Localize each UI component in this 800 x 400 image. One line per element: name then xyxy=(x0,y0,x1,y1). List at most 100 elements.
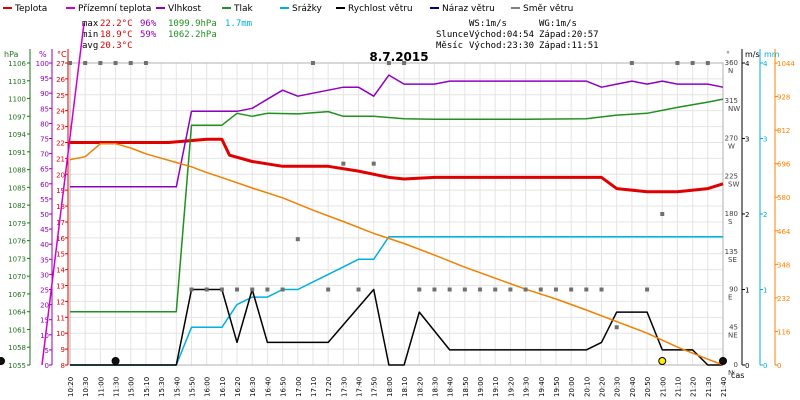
legend-label: Vlhkost xyxy=(168,4,201,14)
wind-direction-point xyxy=(584,287,589,292)
x-tick-label: 21:30 xyxy=(705,377,713,397)
axis-title-deg: ° xyxy=(726,50,730,59)
moon-rise: Východ:23:30 xyxy=(469,41,534,51)
axis-solar-label: 464 xyxy=(777,228,791,236)
axis-humidity-label: 40 xyxy=(40,241,49,249)
x-tick-label: 17:00 xyxy=(295,377,303,397)
axis-solar-label: 580 xyxy=(777,194,790,202)
wind-direction-point xyxy=(250,287,255,292)
axis-winddir-compass: N xyxy=(728,67,733,75)
legend-label: Rychlost větru xyxy=(348,4,413,14)
marker-point xyxy=(111,357,120,365)
axes: 1055105810611064106710701073107610791082… xyxy=(8,49,795,397)
axis-pressure-label: 1100 xyxy=(8,96,26,104)
x-tick-label: 21:20 xyxy=(690,377,698,397)
stat-min-label: min xyxy=(82,30,98,40)
axis-humidity-label: 20 xyxy=(40,302,49,310)
wind-direction-point xyxy=(538,287,543,292)
axis-winddir-compass: NE xyxy=(728,331,738,339)
axis-humidity-label: 75 xyxy=(40,136,49,144)
axis-humidity-label: 55 xyxy=(40,196,49,204)
axis-temperature-label: 11 xyxy=(56,314,65,322)
axis-winddir-value: 225 xyxy=(725,172,738,180)
wind-direction-point xyxy=(705,61,710,65)
axis-humidity-label: 15 xyxy=(40,317,49,325)
x-tick-label: 16:40 xyxy=(264,377,272,397)
wind-direction-point xyxy=(599,287,604,292)
wind-gust-info: WG:1m/s xyxy=(539,19,577,29)
grid xyxy=(69,62,724,366)
axis-humidity-label: 85 xyxy=(40,105,49,113)
wind-direction-point xyxy=(645,287,650,292)
x-tick-label: 19:30 xyxy=(523,377,531,397)
axis-title-mm: mm xyxy=(764,50,780,59)
x-tick-label: 20:40 xyxy=(629,377,637,397)
stat-avg-temp: 20.3°C xyxy=(100,41,133,51)
stats-block: max 22.2°C 96% 1099.9hPa 1.7mm min 18.9°… xyxy=(82,19,599,51)
legend-label: Přízemní teplota xyxy=(78,4,151,14)
axis-temperature-label: 16 xyxy=(56,235,65,243)
axis-humidity-label: 10 xyxy=(40,332,49,340)
x-tick-label: 16:20 xyxy=(234,377,242,397)
axis-winddir-value: 180 xyxy=(725,210,738,218)
axis-pressure-label: 1079 xyxy=(8,220,26,228)
x-tick-label: 18:10 xyxy=(401,377,409,397)
axis-rain-label: 0 xyxy=(763,362,767,370)
axis-solar-label: 232 xyxy=(777,295,790,303)
axis-title-ms: m/s xyxy=(745,50,760,59)
x-tick-label: 15:30 xyxy=(158,377,166,397)
sun-set: Západ:20:57 xyxy=(539,30,599,40)
axis-winddir-compass: NW xyxy=(728,105,740,113)
moon-label: Měsíc xyxy=(436,41,463,51)
axis-humidity-label: 30 xyxy=(40,271,49,279)
wind-direction-point xyxy=(508,287,513,292)
x-tick-label: 11:00 xyxy=(97,377,105,397)
axis-temperature-label: 8 xyxy=(61,362,65,370)
axis-temperature-label: 19 xyxy=(56,187,65,195)
wind-direction-point xyxy=(68,61,72,65)
axis-pressure-label: 1106 xyxy=(8,60,26,68)
axis-solar-label: 812 xyxy=(777,127,790,135)
axis-wind-label: 2 xyxy=(745,211,749,219)
series-line-vlhkost xyxy=(70,74,724,188)
wind-direction-point xyxy=(417,287,422,292)
wind-direction-point xyxy=(128,61,133,65)
wind-direction-point xyxy=(265,287,270,292)
axis-temperature-label: 12 xyxy=(56,298,65,306)
axis-humidity-label: 90 xyxy=(40,90,49,98)
axis-winddir-value: 270 xyxy=(725,135,738,143)
axis-temperature-label: 20 xyxy=(56,171,65,179)
x-tick-label: 20:10 xyxy=(583,377,591,397)
x-tick-label: 18:40 xyxy=(447,377,455,397)
axis-humidity-label: 5 xyxy=(45,347,49,355)
axis-winddir-compass: E xyxy=(728,294,732,302)
wind-direction-point xyxy=(432,287,437,292)
sun-rise: Východ:04:54 xyxy=(469,30,534,40)
axis-pressure-label: 1058 xyxy=(8,344,26,352)
wind-direction-point xyxy=(569,287,574,292)
stat-min-temp: 18.9°C xyxy=(100,30,133,40)
axis-temperature-label: 27 xyxy=(56,60,65,68)
axis-humidity-label: 25 xyxy=(40,287,49,295)
axis-temperature-label: 24 xyxy=(56,108,65,116)
x-tick-label: 16:50 xyxy=(280,377,288,397)
axis-wind-label: 3 xyxy=(745,136,749,144)
axis-temperature-label: 22 xyxy=(56,139,65,147)
x-tick-label: 16:00 xyxy=(204,377,212,397)
series-line-teplota xyxy=(70,137,724,194)
axis-temperature-label: 17 xyxy=(56,219,65,227)
axis-humidity-label: 65 xyxy=(40,166,49,174)
wind-direction-point xyxy=(98,61,103,65)
axis-pressure-label: 1067 xyxy=(8,291,26,299)
wind-direction-point xyxy=(83,61,88,65)
wind-direction-point xyxy=(219,287,224,292)
x-tick-label: 17:30 xyxy=(340,377,348,397)
axis-wind-label: 0 xyxy=(745,362,749,370)
axis-temperature-label: 21 xyxy=(56,155,65,163)
axis-temperature-label: 14 xyxy=(56,267,65,275)
x-tick-label: 10:30 xyxy=(82,377,90,397)
axis-solar-label: 348 xyxy=(777,261,790,269)
wind-direction-point xyxy=(341,161,346,166)
wind-direction-point xyxy=(326,287,331,292)
stat-max-press: 1099.9hPa xyxy=(168,19,217,29)
